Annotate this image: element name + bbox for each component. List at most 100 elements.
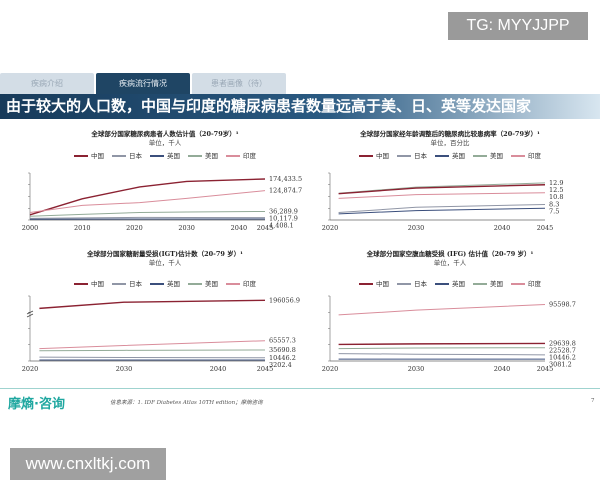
legend-item: 美国 — [473, 150, 503, 160]
x-tick-label: 2020 — [322, 224, 339, 232]
legend-item: 印度 — [511, 150, 541, 160]
watermark-bottom: www.cnxltkj.com — [10, 448, 166, 480]
chart-legend: 中国 日本 英国 美国 印度 — [20, 278, 310, 288]
chart-1: 全球部分国家糖尿病患者人数估计值（20-79岁）¹ 单位，千人中国 日本 英国 美国 印度… — [20, 128, 310, 258]
series-line-印度 — [39, 340, 266, 350]
x-tick-label: 2030 — [116, 365, 133, 373]
legend-swatch — [112, 155, 126, 157]
legend-swatch — [226, 155, 240, 157]
legend-item: 中国 — [359, 278, 389, 288]
chart-unit: 单位，千人 — [148, 259, 182, 267]
legend-swatch — [473, 283, 487, 285]
legend-swatch — [74, 155, 88, 157]
chart-legend: 中国 日本 英国 美国 印度 — [305, 150, 595, 160]
x-tick-label: 2010 — [74, 224, 91, 232]
legend-swatch — [473, 155, 487, 157]
legend-item: 英国 — [150, 278, 180, 288]
x-tick-label: 2030 — [408, 365, 425, 373]
legend-swatch — [188, 283, 202, 285]
legend-swatch — [435, 283, 449, 285]
legend-swatch — [511, 283, 525, 285]
axis-break-mark — [26, 310, 34, 318]
chart-legend: 中国 日本 英国 美国 印度 — [305, 278, 595, 288]
series-line-日本 — [29, 216, 266, 219]
x-tick-label: 2045 — [257, 365, 274, 373]
data-label: 95598.7 — [549, 301, 576, 309]
series-line-美国 — [338, 347, 546, 350]
tab-patient-profile[interactable]: 患者画像（待） — [192, 73, 286, 94]
legend-swatch — [188, 155, 202, 157]
legend-item: 中国 — [359, 150, 389, 160]
x-tick-label: 2020 — [126, 224, 143, 232]
series-line-美国 — [29, 210, 266, 217]
legend-item: 中国 — [74, 150, 104, 160]
legend-item: 印度 — [226, 150, 256, 160]
data-label: 3202.4 — [269, 361, 292, 369]
series-line-中国 — [338, 342, 546, 346]
x-tick-label: 2030 — [408, 224, 425, 232]
data-label: 36,289.9 — [269, 207, 298, 215]
legend-swatch — [150, 283, 164, 285]
footer-divider — [0, 388, 600, 389]
legend-item: 英国 — [435, 150, 465, 160]
x-tick-label: 2040 — [210, 365, 227, 373]
legend-swatch — [150, 155, 164, 157]
chart-unit: 单位，百分比 — [430, 139, 470, 147]
data-label: 35690.8 — [269, 346, 296, 354]
tab-disease-prevalence[interactable]: 疾病流行情况 — [96, 73, 190, 94]
x-tick-label: 2040 — [231, 224, 248, 232]
x-tick-label: 2045 — [537, 224, 554, 232]
data-label: 8.3 — [549, 200, 559, 208]
chart-unit: 单位，千人 — [148, 139, 182, 147]
series-line-印度 — [338, 304, 546, 316]
chart-2: 全球部分国家经年龄调整后的糖尿病比较患病率（20-79岁）¹ 单位，百分比中国 日本… — [305, 128, 595, 258]
data-label: 29639.8 — [549, 339, 576, 347]
chart-title: 全球部分国家糖尿病患者人数估计值（20-79岁）¹ — [91, 130, 239, 138]
company-logo: 摩熵·咨询 — [8, 397, 65, 412]
legend-item: 美国 — [188, 150, 218, 160]
series-line-中国 — [29, 178, 266, 216]
chart-title: 全球部分国家空腹血糖受损 (IFG) 估计值（20-79 岁）¹ — [366, 250, 534, 258]
legend-item: 日本 — [397, 150, 427, 160]
chart-4: 全球部分国家空腹血糖受损 (IFG) 估计值（20-79 岁）¹ 单位，千人 中国日… — [305, 248, 595, 378]
series-line-日本 — [338, 203, 546, 213]
legend-item: 印度 — [511, 278, 541, 288]
legend-swatch — [359, 155, 373, 157]
chart-title: 全球部分国家经年龄调整后的糖尿病比较患病率（20-79岁）¹ — [360, 130, 540, 138]
x-tick-label: 2045 — [257, 224, 274, 232]
x-tick-label: 2020 — [22, 365, 39, 373]
legend-item: 美国 — [188, 278, 218, 288]
data-label: 12.5 — [549, 186, 563, 194]
legend-swatch — [359, 283, 373, 285]
chart-legend: 中国 日本 英国 美国 印度 — [20, 150, 310, 160]
legend-swatch — [397, 155, 411, 157]
legend-swatch — [112, 283, 126, 285]
chart-title: 全球部分国家糖耐量受损(IGT)估计数（20-79 岁）¹ — [87, 250, 243, 258]
data-label: 10.8 — [549, 193, 563, 201]
data-label: 10446.2 — [549, 353, 576, 361]
x-tick-label: 2040 — [494, 224, 511, 232]
x-tick-label: 2045 — [537, 365, 554, 373]
data-label: 10446.2 — [269, 354, 296, 362]
data-label: 10,117.9 — [269, 214, 298, 222]
legend-item: 英国 — [435, 278, 465, 288]
headline: 由于较大的人口数，中国与印度的糖尿病患者数量远高于美、日、英等发达国家 — [0, 94, 600, 119]
tab-disease-intro[interactable]: 疾病介绍 — [0, 73, 94, 94]
legend-item: 美国 — [473, 278, 503, 288]
data-label: 196056.9 — [269, 296, 300, 304]
series-line-中国 — [338, 184, 546, 195]
chart-plot: 2000 2010 2020 2030 2040 2045 174,433.5 124,874… — [22, 172, 302, 232]
x-tick-label: 2030 — [178, 224, 195, 232]
series-line-英国 — [338, 207, 546, 215]
data-label: 124,874.7 — [269, 187, 302, 195]
legend-item: 日本 — [112, 278, 142, 288]
watermark-top: TG: MYYJJPP — [448, 12, 588, 40]
data-label: 12.9 — [549, 179, 563, 187]
series-line-美国 — [39, 349, 266, 352]
page-number: 7 — [591, 398, 595, 404]
data-label: 174,433.5 — [269, 175, 302, 183]
legend-item: 中国 — [74, 278, 104, 288]
chart-plot: 2020 2030 2040 2045 196056.9 65557.335690.810… — [22, 295, 300, 373]
legend-swatch — [435, 155, 449, 157]
legend-item: 日本 — [397, 278, 427, 288]
